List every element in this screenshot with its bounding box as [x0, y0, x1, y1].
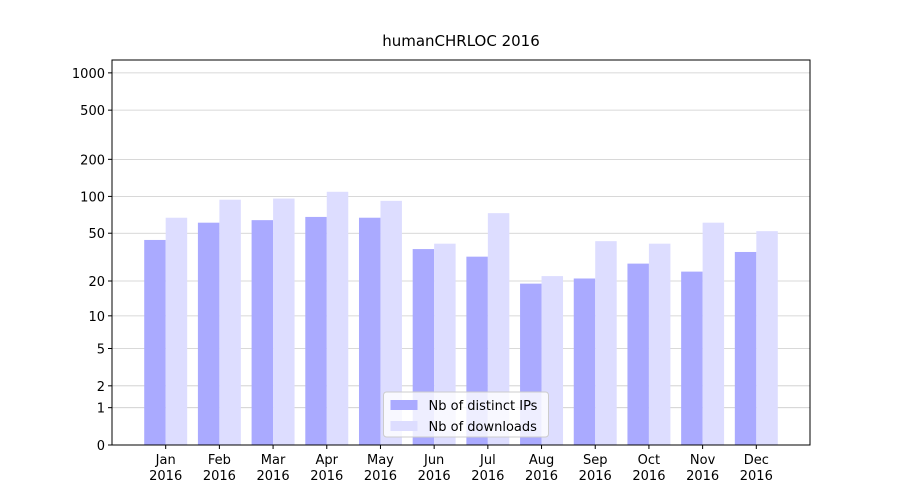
legend-label: Nb of distinct IPs — [429, 399, 538, 414]
bar — [326, 191, 349, 445]
x-tick-label: Apr 2016 — [310, 453, 344, 484]
x-tick-label: Mar 2016 — [256, 453, 290, 484]
x-tick-label: Sep 2016 — [578, 453, 612, 484]
bar — [165, 217, 188, 445]
y-tick-label: 0 — [97, 439, 105, 454]
bar — [681, 271, 703, 445]
bar — [487, 213, 510, 445]
x-tick-label: Dec 2016 — [739, 453, 773, 484]
bar — [273, 198, 295, 445]
x-tick-label: Aug 2016 — [524, 453, 559, 484]
y-tick-label: 2 — [97, 380, 105, 395]
y-tick-label: 500 — [80, 104, 105, 119]
x-tick-label: Jan 2016 — [149, 453, 183, 484]
legend-swatch — [390, 421, 418, 431]
bar — [380, 200, 402, 445]
bar — [197, 222, 220, 445]
bar — [756, 231, 778, 445]
bar — [358, 217, 381, 445]
y-tick-label: 100 — [80, 190, 105, 205]
y-tick-label: 5 — [97, 342, 105, 357]
x-tick-label: Oct 2016 — [632, 453, 666, 484]
bar — [734, 251, 757, 445]
x-tick-label: Feb 2016 — [202, 453, 236, 484]
bar — [648, 243, 671, 445]
y-tick-label: 20 — [88, 275, 105, 290]
chart-title: humanCHRLOC 2016 — [382, 32, 540, 50]
bar — [144, 239, 166, 445]
x-tick-label: May 2016 — [363, 453, 397, 484]
bar — [702, 222, 725, 445]
legend-swatch — [390, 400, 418, 410]
y-tick-label: 1000 — [72, 67, 105, 82]
y-tick-label: 200 — [80, 153, 105, 168]
legend-box — [383, 391, 549, 438]
x-tick-label: Jul 2016 — [471, 453, 505, 484]
bar — [305, 216, 327, 445]
x-tick-label: Jun 2016 — [417, 453, 451, 484]
bar — [219, 199, 241, 445]
bar — [251, 220, 274, 445]
bar — [573, 278, 596, 445]
bar — [595, 241, 617, 445]
plot-frame — [111, 59, 811, 446]
bar — [627, 263, 649, 445]
y-tick-label: 10 — [88, 310, 105, 325]
x-tick-label: Nov 2016 — [686, 453, 720, 484]
legend-label: Nb of downloads — [429, 420, 538, 435]
y-tick-label: 1 — [97, 402, 105, 417]
y-tick-label: 50 — [88, 227, 105, 242]
